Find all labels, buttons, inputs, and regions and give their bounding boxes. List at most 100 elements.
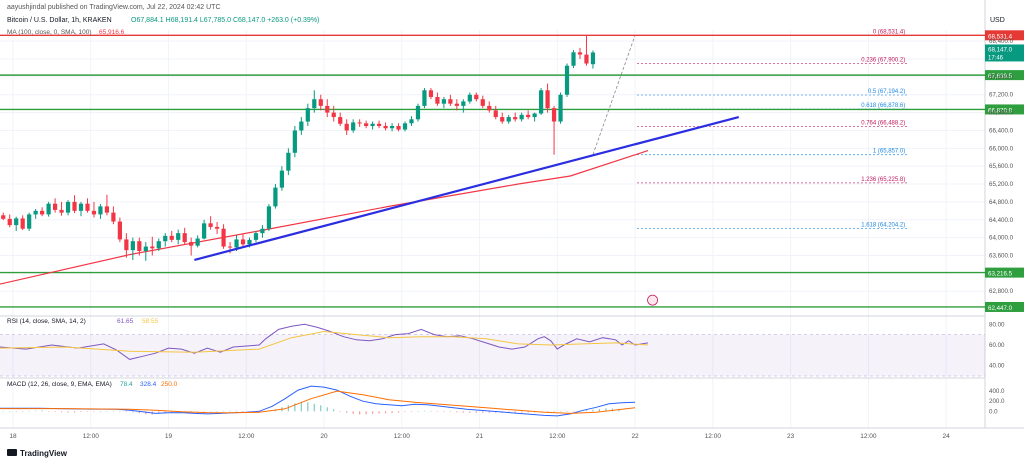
price-tick-label: 68,400.0 xyxy=(989,38,1014,45)
macd-histogram-bar xyxy=(592,409,594,412)
footer: TradingView xyxy=(7,449,68,458)
candle-body xyxy=(364,123,369,126)
candle-body xyxy=(331,112,336,118)
candle-body xyxy=(253,233,259,240)
price-tick-label: 66,400.0 xyxy=(989,127,1014,134)
rsi-line xyxy=(0,323,649,360)
macd-histogram-bar xyxy=(417,411,419,412)
macd-histogram-bar xyxy=(514,411,516,413)
candle-body xyxy=(506,117,511,122)
time-tick-label: 12:00 xyxy=(549,433,566,440)
candle-body xyxy=(370,123,375,126)
candle-body xyxy=(1,215,6,219)
candle-body xyxy=(27,214,32,229)
candle-body xyxy=(7,218,12,226)
symbol-title: Bitcoin / U.S. Dollar, 1h, KRAKEN xyxy=(7,17,112,24)
fib-level-label: 1.236 (65,225.8) xyxy=(861,177,905,183)
candle-body xyxy=(98,206,103,215)
candle-body xyxy=(564,65,570,95)
ma-label: MA (100, close, 0, SMA, 100) xyxy=(7,29,92,36)
macd-header: MACD (12, 26, close, 9, EMA, EMA) 78.4 3… xyxy=(7,381,178,388)
candle-body xyxy=(422,90,427,106)
chart-header: aayushjindal published on TradingView.co… xyxy=(7,4,1005,36)
macd-histogram-bar xyxy=(28,410,30,412)
candle-body xyxy=(513,117,518,120)
macd-histogram-bar xyxy=(203,411,205,412)
fib-level-label: 0.764 (66,488.2) xyxy=(861,121,905,127)
candle-body xyxy=(526,114,531,118)
macd-histogram-bar xyxy=(372,411,374,414)
candle-body xyxy=(78,203,84,211)
macd-histogram-bar xyxy=(488,411,490,413)
candle-body xyxy=(240,239,246,245)
candle-body xyxy=(448,99,453,104)
candle-body xyxy=(305,108,310,122)
rsi-value: 61.65 xyxy=(117,318,134,325)
tradingview-logo-icon xyxy=(7,449,17,456)
level-price-badge xyxy=(985,30,1024,41)
candle-body xyxy=(14,218,19,226)
macd-histogram-bar xyxy=(585,410,588,412)
candle-body xyxy=(202,223,207,239)
macd-histogram-bar xyxy=(171,411,173,413)
candle-body xyxy=(344,123,349,131)
candle-body xyxy=(182,233,187,243)
time-tick-label: 12:00 xyxy=(860,433,877,440)
candle-body xyxy=(137,241,142,252)
candle-body xyxy=(500,117,505,122)
time-tick-label: 12:00 xyxy=(705,433,722,440)
macd-histogram-bar xyxy=(475,411,477,413)
level-price-label: 68,531.4 xyxy=(988,33,1013,40)
macd-histogram-bar xyxy=(35,410,37,412)
candle-body xyxy=(85,203,90,211)
candle-body xyxy=(221,228,226,247)
macd-line xyxy=(0,385,636,417)
candle-body xyxy=(266,206,272,229)
level-price-label: 67,639.5 xyxy=(988,73,1013,80)
macd-histogram-bar xyxy=(384,411,387,414)
macd-histogram-bar xyxy=(404,411,406,413)
macd-histogram-bar xyxy=(527,411,529,413)
macd-histogram-bar xyxy=(462,411,464,413)
candle-body xyxy=(402,123,408,130)
candle-body xyxy=(409,119,414,124)
macd-histogram-bar xyxy=(307,402,309,412)
candle-body xyxy=(545,90,550,109)
candle-body xyxy=(150,246,155,249)
macd-histogram-bar xyxy=(242,411,244,412)
macd-histogram-bar xyxy=(449,411,451,412)
candle-body xyxy=(312,99,317,109)
macd-histogram-bar xyxy=(158,411,160,414)
macd-histogram-bar xyxy=(73,411,76,413)
fib-level-label: 1.618 (64,204.2) xyxy=(861,223,905,229)
macd-histogram-bar xyxy=(229,410,231,412)
candle-body xyxy=(130,241,135,251)
macd-histogram-bar xyxy=(378,411,380,414)
level-price-badge xyxy=(985,267,1024,278)
candle-body xyxy=(357,122,362,124)
current-price-badge xyxy=(985,44,1024,62)
macd-histogram-bar xyxy=(423,410,426,412)
macd-histogram-bar xyxy=(67,411,69,413)
time-tick-label: 24 xyxy=(943,433,951,440)
macd-histogram-bar xyxy=(210,411,212,412)
time-tick-label: 18 xyxy=(9,433,17,440)
time-tick-label: 12:00 xyxy=(83,433,100,440)
macd-histogram-bar xyxy=(41,410,43,412)
price-tick-label: 66,000.0 xyxy=(989,145,1014,152)
candle-body xyxy=(383,126,388,129)
fib-level-label: 0.5 (67,194.2) xyxy=(868,89,905,95)
price-tick-label: 62,800.0 xyxy=(989,288,1014,295)
time-tick-label: 22 xyxy=(631,433,639,440)
level-price-label: 63,216.5 xyxy=(988,271,1013,278)
ma-100-line xyxy=(0,150,649,285)
candle-body xyxy=(325,105,330,113)
macd-histogram-bar xyxy=(106,411,108,412)
candle-body xyxy=(111,212,116,222)
macd-histogram-bar xyxy=(495,411,497,413)
macd-histogram-bar xyxy=(222,410,225,412)
candle-body xyxy=(590,52,596,65)
macd-histogram-bar xyxy=(482,411,484,413)
macd-histogram-bar xyxy=(559,411,562,412)
